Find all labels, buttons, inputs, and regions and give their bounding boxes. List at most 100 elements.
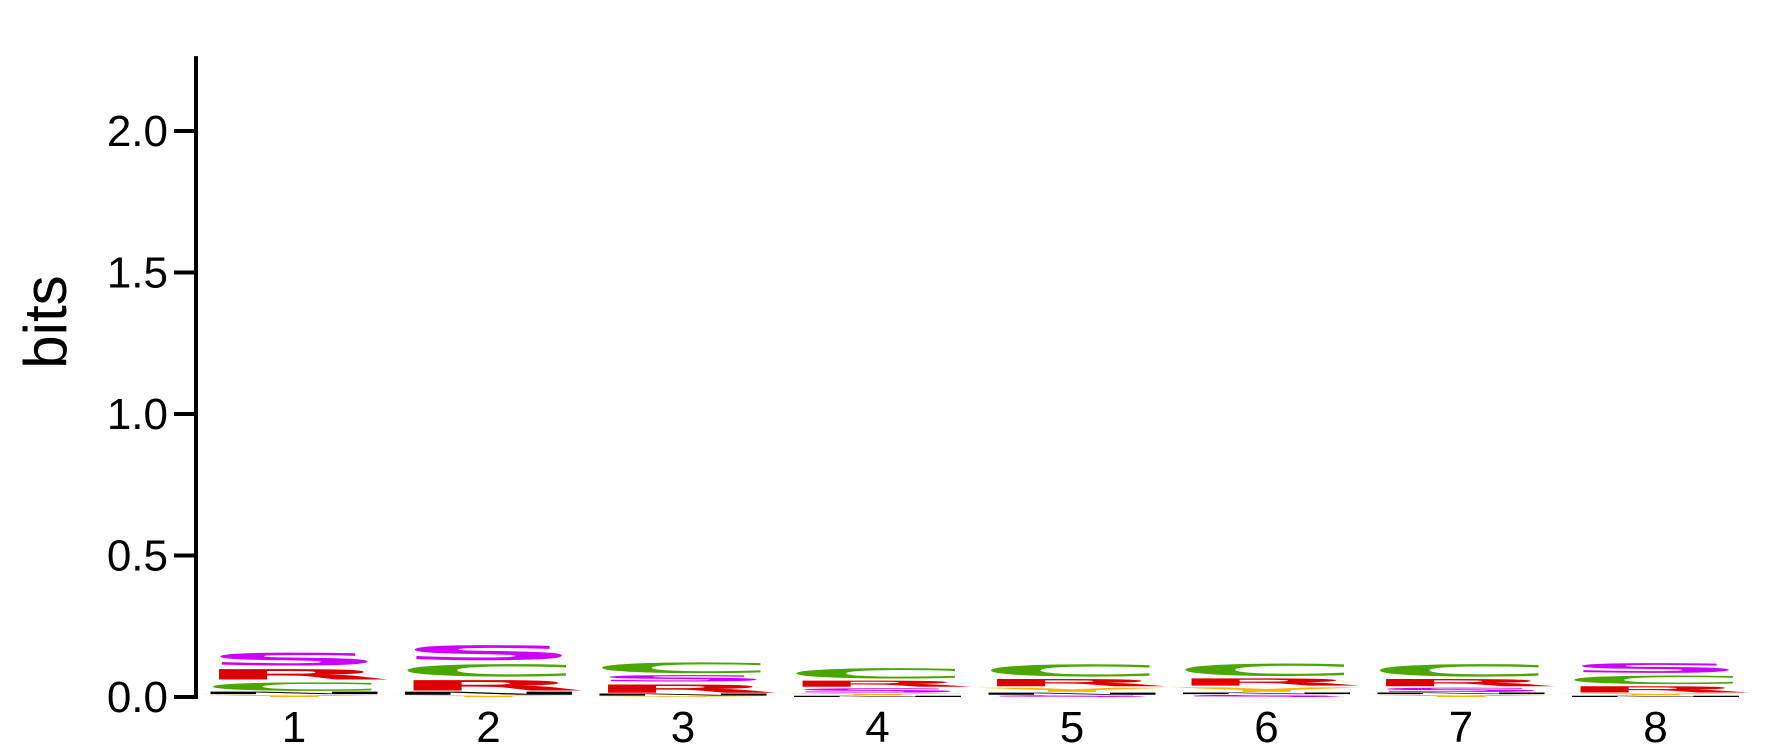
svg-text:S: S: [1174, 694, 1358, 697]
svg-text:Y: Y: [1171, 686, 1362, 693]
svg-text:S: S: [396, 641, 580, 664]
logo-letter: N: [1160, 692, 1374, 695]
logo-letter: N: [187, 691, 401, 695]
svg-text:R: R: [585, 682, 782, 695]
logo-letter: Y: [1366, 694, 1557, 697]
svg-text:S: S: [980, 695, 1164, 698]
svg-text:C: C: [589, 660, 777, 677]
svg-text:N: N: [965, 692, 1179, 695]
svg-text:N: N: [576, 693, 790, 696]
logo-letter: C: [589, 660, 777, 677]
logo-letter: N: [1549, 695, 1763, 697]
svg-text:Y: Y: [393, 695, 584, 698]
logo-letter: N: [1354, 692, 1568, 695]
x-tick-label: 3: [671, 703, 695, 752]
svg-text:S: S: [785, 687, 969, 694]
svg-text:C: C: [1367, 661, 1555, 680]
logo-letter: S: [1369, 687, 1553, 694]
logo-letter: R: [1363, 677, 1560, 689]
svg-text:C: C: [1562, 673, 1750, 686]
y-tick-label: 1.5: [107, 249, 168, 298]
logo-letter: R: [974, 677, 1171, 689]
logo-letter: N: [965, 692, 1179, 695]
x-tick-label: 7: [1449, 703, 1473, 752]
svg-text:Y: Y: [1560, 693, 1751, 696]
svg-text:N: N: [771, 695, 985, 697]
svg-text:Y: Y: [1366, 694, 1557, 697]
logo-letter: C: [1367, 661, 1555, 680]
svg-text:R: R: [390, 677, 587, 694]
logo-letter: S: [396, 641, 580, 664]
logo-letter: R: [196, 666, 393, 683]
y-axis: 0.0 0.5 1.0 1.5 2.0: [107, 56, 198, 722]
logo-letter: Y: [199, 694, 390, 697]
x-axis: 1 2 3 4 5 6 7 8: [282, 703, 1668, 752]
svg-text:Y: Y: [782, 693, 973, 696]
logo-letter: S: [1174, 694, 1358, 697]
svg-text:N: N: [1549, 695, 1763, 697]
logo-letter: R: [1557, 685, 1754, 695]
svg-text:C: C: [395, 661, 583, 680]
x-tick-label: 4: [865, 703, 889, 752]
logo-letter: C: [1562, 673, 1750, 686]
svg-text:S: S: [1369, 687, 1553, 694]
svg-text:C: C: [784, 666, 972, 682]
logo-letter: N: [382, 691, 596, 696]
logo-letter: S: [980, 695, 1164, 698]
svg-text:N: N: [382, 691, 596, 696]
logo-letter: C: [1173, 660, 1361, 679]
svg-text:R: R: [779, 679, 976, 689]
logo-letter: Y: [782, 693, 973, 696]
logo-letter: R: [779, 679, 976, 689]
svg-text:R: R: [1363, 677, 1560, 689]
svg-text:R: R: [196, 666, 393, 683]
svg-text:R: R: [1557, 685, 1754, 695]
svg-text:S: S: [1563, 661, 1747, 676]
logo-letter: R: [390, 677, 587, 694]
svg-text:Y: Y: [199, 694, 390, 697]
logo-letter: R: [1168, 676, 1365, 688]
y-tick-label: 2.0: [107, 107, 168, 156]
logo-letter: C: [395, 661, 583, 680]
svg-text:N: N: [1354, 692, 1568, 695]
logo-letter: Y: [1171, 686, 1362, 693]
y-axis-title: bits: [12, 275, 79, 368]
svg-text:Y: Y: [588, 696, 779, 698]
svg-text:Y: Y: [977, 687, 1168, 694]
y-tick-label: 0.0: [107, 673, 168, 722]
logo-letter: S: [1563, 661, 1747, 676]
logo-letter: C: [784, 666, 972, 682]
y-tick-label: 0.5: [107, 532, 168, 581]
svg-text:N: N: [1160, 692, 1374, 695]
svg-text:S: S: [202, 649, 386, 669]
svg-text:R: R: [1168, 676, 1365, 688]
logo-letter: S: [202, 649, 386, 669]
x-tick-label: 8: [1643, 703, 1667, 752]
x-tick-label: 5: [1060, 703, 1084, 752]
logo-letter: Y: [1560, 693, 1751, 696]
logo-letter: Y: [393, 695, 584, 698]
x-tick-label: 2: [476, 703, 500, 752]
svg-text:C: C: [978, 661, 1166, 680]
x-tick-label: 1: [282, 703, 306, 752]
svg-text:C: C: [200, 680, 388, 693]
svg-text:N: N: [187, 691, 401, 695]
svg-text:S: S: [591, 673, 775, 683]
logo-letter: Y: [977, 687, 1168, 694]
y-tick-label: 1.0: [107, 390, 168, 439]
logo-letter: N: [576, 693, 790, 696]
logo-letter: N: [771, 695, 985, 697]
x-tick-label: 6: [1254, 703, 1278, 752]
svg-text:R: R: [974, 677, 1171, 689]
logo-letter: R: [585, 682, 782, 695]
svg-text:C: C: [1173, 660, 1361, 679]
